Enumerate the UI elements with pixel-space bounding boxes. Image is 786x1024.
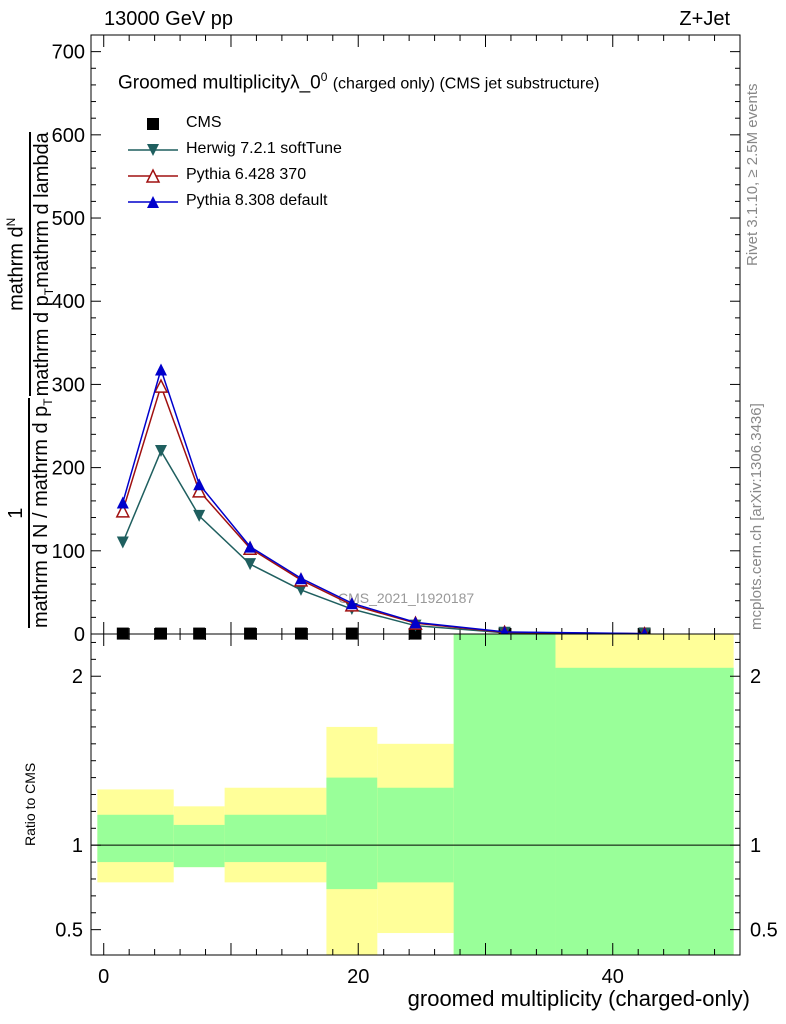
ytick-label: 100 [52,541,85,563]
series-2-point [115,503,131,518]
ratio-band-inner-6 [555,667,734,955]
series-2-point [191,483,207,498]
series-3-point [409,616,422,629]
analysis-watermark: CMS_2021_I1920187 [338,590,475,606]
ytick-label: 700 [52,42,85,64]
legend-label-pythia6: Pythia 6.428 370 [186,166,307,183]
series-3-point [193,478,206,491]
plot-title-main: Groomed multiplicity [118,72,291,94]
ratio-band-inner-2 [224,814,327,863]
legend-markers [128,118,178,208]
series-3-point [154,363,167,376]
ratio-band-inner-5 [453,634,556,955]
ytick-label: 600 [52,125,85,147]
plot-title-lambda: λ_0 [290,72,321,94]
series-1-point [193,509,206,522]
ratio-ytick-label: 2 [72,666,83,688]
xtick-label: 20 [347,966,369,988]
ratio-ytick-label-right: 2 [750,666,761,688]
ytick-label: 200 [52,458,85,480]
ratio-ytick-label: 1 [72,835,83,857]
ratio-panel: 0 20 40 0.5 0.5 1 1 2 2 [55,633,778,988]
legend-marker-0 [147,118,159,130]
ratio-band-inner-4 [377,787,454,883]
ratio-ytick-label-right: 1 [750,835,761,857]
plot-title: Groomed multiplicityλ_00 (charged only) … [118,70,599,94]
series-3-point [345,597,358,610]
series-1-point [294,583,307,596]
ytick-label: 300 [52,374,85,396]
legend-marker-1 [147,144,159,156]
plot-title-sup: 0 [320,70,328,84]
ratio-band-inner-0 [97,814,174,863]
series-3-point [294,572,307,585]
x-axis-label: groomed multiplicity (charged-only) [407,986,750,1011]
series-1-point [116,536,129,549]
xtick-label: 0 [98,966,109,988]
ratio-ytick-label: 0.5 [55,920,83,942]
ytick-label: 500 [52,208,85,230]
main-frame [90,34,741,635]
series-2-point [153,378,169,393]
legend-label-herwig: Herwig 7.2.1 softTune [186,140,342,157]
plot-title-suffix: (charged only) (CMS jet substructure) [332,75,600,93]
main-panel: 0 100 200 300 400 500 600 700 [52,34,741,646]
series-1-point [154,444,167,457]
process-label: 13000 GeV pp [104,8,233,30]
xtick-label: 40 [602,966,624,988]
ytick-label: 400 [52,291,85,313]
ytick-label: 0 [74,624,85,646]
series-3-point [116,496,129,509]
ratio-band-inner-3 [326,777,378,890]
analysis-label: Z+Jet [679,8,730,30]
ratio-band-inner-1 [173,824,225,868]
legend-label-cms: CMS [186,114,222,131]
series-line-1 [122,449,645,635]
legend-label-pythia8: Pythia 8.308 default [186,192,328,209]
series-1-point [244,558,257,571]
series-line-3 [122,366,645,635]
series-3-point [244,540,257,553]
ratio-ytick-label-right: 0.5 [750,920,778,942]
legend-marker-2 [145,168,161,183]
legend-marker-3 [147,196,159,208]
